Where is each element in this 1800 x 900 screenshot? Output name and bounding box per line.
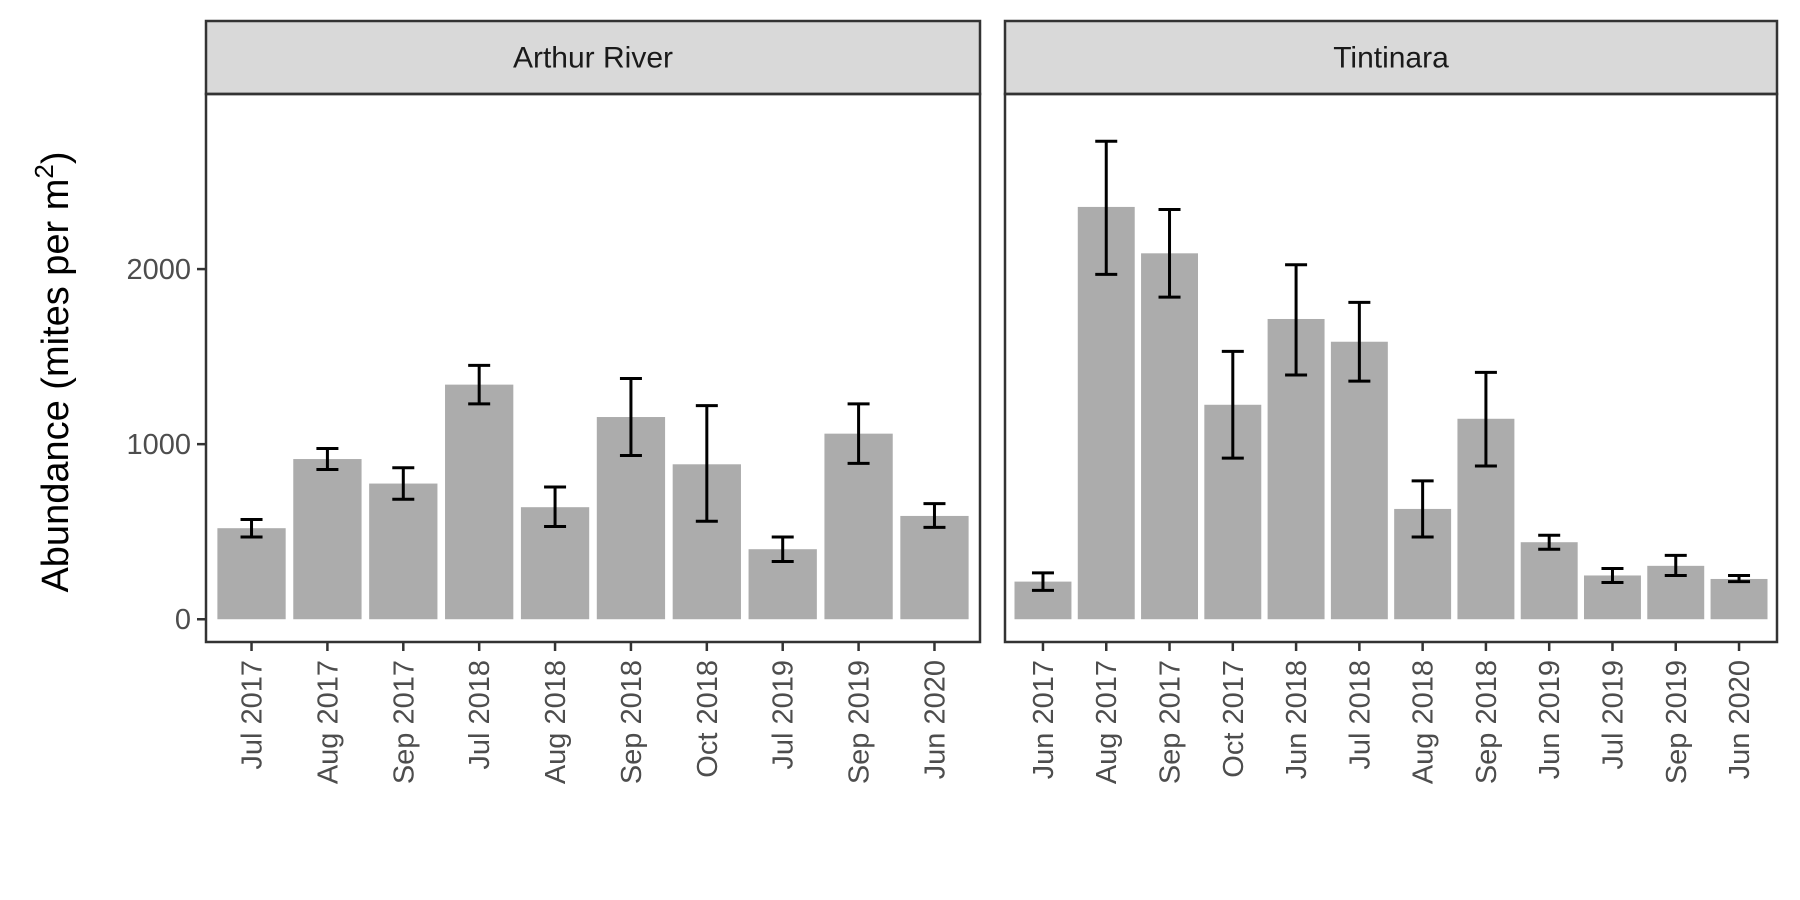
bars xyxy=(217,384,969,620)
error-bars xyxy=(240,363,946,563)
panel-border xyxy=(1003,92,1779,644)
panel-2: Tintinara Jun 2017 Aug 2017 Sep 2017 Oct 201… xyxy=(1003,19,1779,784)
x-axis-ticks: Jul 2017 Aug 2017 Sep 2017 Jul 2018 Aug 2018… xyxy=(237,642,951,784)
error-bar xyxy=(847,402,870,465)
error-bar xyxy=(1538,533,1561,551)
bar xyxy=(1710,578,1768,620)
x-tick-label: Jul 2018 xyxy=(1344,660,1376,770)
panel-title: Arthur River xyxy=(513,42,673,75)
error-bar xyxy=(1411,479,1434,539)
x-tick-label: Sep 2019 xyxy=(1661,660,1693,784)
error-bar xyxy=(392,466,415,501)
x-tick-label: Sep 2017 xyxy=(388,660,420,784)
bar xyxy=(445,384,514,620)
error-bar xyxy=(1221,349,1244,460)
error-bar xyxy=(1664,553,1687,577)
error-bar xyxy=(1095,139,1118,276)
error-bar xyxy=(1285,263,1308,377)
error-bar xyxy=(1601,566,1624,584)
y-tick-label: 0 xyxy=(175,604,191,636)
panel-strip xyxy=(1003,19,1779,96)
x-tick-label: Jul 2017 xyxy=(237,660,269,770)
bar xyxy=(369,483,438,620)
x-tick-label: Jun 2018 xyxy=(1281,660,1313,779)
error-bar xyxy=(1474,370,1497,468)
y-tick-label: 2000 xyxy=(126,254,191,286)
bar xyxy=(1330,341,1388,620)
bar xyxy=(1520,542,1578,620)
error-bar xyxy=(1031,571,1054,592)
panel-border xyxy=(204,92,982,644)
x-tick-label: Jul 2019 xyxy=(1597,660,1629,770)
error-bar xyxy=(240,517,263,539)
x-tick-label: Aug 2018 xyxy=(1408,660,1440,784)
error-bar xyxy=(316,447,339,472)
x-tick-label: Jul 2019 xyxy=(768,660,800,770)
bar xyxy=(900,515,969,620)
x-tick-label: Jun 2019 xyxy=(1534,660,1566,779)
x-tick-label: Jun 2020 xyxy=(1724,660,1756,779)
error-bar xyxy=(468,363,491,406)
y-axis-title: Abundance (mites per m2) xyxy=(29,151,77,592)
y-axis-title-prefix: Abundance (mites per m xyxy=(35,179,77,593)
x-tick-label: Jun 2017 xyxy=(1028,660,1060,779)
y-axis-title-superscript: 2 xyxy=(29,164,59,178)
error-bar xyxy=(923,502,946,529)
error-bar xyxy=(619,377,642,458)
x-tick-label: Aug 2017 xyxy=(1091,660,1123,784)
x-tick-label: Aug 2017 xyxy=(312,660,344,784)
bar xyxy=(1141,253,1198,620)
error-bar xyxy=(771,535,794,563)
error-bar xyxy=(544,485,567,528)
bar xyxy=(217,528,286,620)
x-axis-ticks: Jun 2017 Aug 2017 Sep 2017 Oct 2017 Jun 2018… xyxy=(1028,642,1756,784)
x-tick-label: Jul 2018 xyxy=(464,660,496,770)
error-bar xyxy=(1348,300,1371,383)
x-tick-label: Aug 2018 xyxy=(540,660,572,784)
x-tick-label: Sep 2018 xyxy=(616,660,648,784)
x-tick-label: Jun 2020 xyxy=(919,660,951,779)
y-axis-ticks: 0 1000 2000 xyxy=(126,254,206,636)
bars xyxy=(1014,206,1768,620)
panel-strip xyxy=(204,19,982,96)
x-tick-label: Sep 2019 xyxy=(844,660,876,784)
error-bar xyxy=(695,404,718,523)
y-axis-title-suffix: ) xyxy=(35,151,77,164)
x-tick-label: Oct 2018 xyxy=(692,660,724,778)
error-bars xyxy=(1031,139,1751,592)
x-tick-label: Oct 2017 xyxy=(1218,660,1250,778)
x-tick-label: Sep 2018 xyxy=(1471,660,1503,784)
y-axis-title-text: Abundance (mites per m2) xyxy=(29,151,77,592)
bar xyxy=(293,459,362,620)
error-bar xyxy=(1728,573,1751,584)
x-tick-label: Sep 2017 xyxy=(1155,660,1187,784)
y-tick-label: 1000 xyxy=(126,429,191,461)
panel-title: Tintinara xyxy=(1333,42,1449,75)
error-bar xyxy=(1158,208,1181,299)
